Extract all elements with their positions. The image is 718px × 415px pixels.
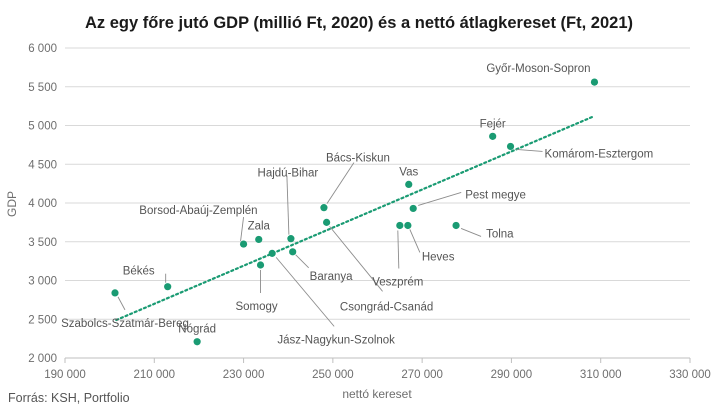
- leader-line: [295, 254, 309, 269]
- data-label: Pest megye: [465, 189, 526, 201]
- data-point: [452, 221, 460, 230]
- x-tick-label: 310 000: [580, 369, 622, 381]
- data-point: [164, 283, 172, 291]
- y-tick-label: 3 500: [28, 237, 57, 249]
- x-axis-title: nettó kereset: [342, 387, 412, 401]
- data-point: [489, 132, 497, 140]
- data-label: Zala: [248, 220, 271, 232]
- data-label: Baranya: [310, 271, 353, 283]
- x-tick-label: 210 000: [133, 369, 175, 381]
- data-label: Nógrád: [178, 324, 216, 336]
- x-tick-label: 230 000: [223, 369, 265, 381]
- leader-line: [418, 191, 462, 206]
- data-point: [323, 218, 331, 226]
- y-tick-label: 3 000: [28, 276, 57, 288]
- data-point: [320, 204, 328, 212]
- data-point: [255, 235, 263, 244]
- data-label: Bács-Kiskun: [326, 153, 390, 165]
- y-tick-label: 4 000: [28, 198, 57, 210]
- source-note: Forrás: KSH, Portfolio: [8, 391, 130, 405]
- data-point: [268, 249, 276, 257]
- data-label: Veszprém: [372, 276, 423, 288]
- data-point: [404, 221, 412, 230]
- data-point: [396, 221, 404, 230]
- data-point: [289, 248, 297, 256]
- leader-line: [326, 162, 355, 204]
- leader-line: [397, 230, 400, 269]
- data-label: Csongrád-Csanád: [340, 301, 433, 313]
- x-tick-label: 270 000: [401, 369, 443, 381]
- data-label: Békés: [123, 266, 155, 278]
- trendline: [115, 115, 596, 322]
- data-label: Komárom-Esztergom: [545, 148, 654, 160]
- x-tick-label: 250 000: [312, 369, 354, 381]
- data-label: Tolna: [486, 228, 514, 240]
- leader-line: [516, 148, 543, 152]
- leader-line: [286, 175, 290, 235]
- point-labels: Győr-Moson-Sopron Fejér Komárom-Esztergom V…: [61, 63, 653, 346]
- data-label: Fejér: [480, 118, 506, 130]
- data-label: Borsod-Abaúj-Zemplén: [139, 205, 257, 217]
- x-tick-label: 330 000: [669, 369, 711, 381]
- data-points: [111, 78, 599, 346]
- axes: [64, 357, 691, 363]
- tick-labels: 2 000 2 500 3 000 3 500 4 000 4 500 5 000 5 500…: [28, 43, 711, 381]
- leader-line: [329, 226, 383, 292]
- data-point: [256, 261, 265, 269]
- data-label: Győr-Moson-Sopron: [486, 63, 590, 75]
- y-tick-label: 5 500: [28, 82, 57, 94]
- y-tick-label: 6 000: [28, 43, 57, 55]
- leader-line: [240, 217, 245, 242]
- data-point: [287, 235, 295, 243]
- data-point: [590, 78, 599, 86]
- leader-line: [117, 296, 126, 311]
- data-label: Jász-Nagykun-Szolnok: [277, 334, 395, 346]
- chart-title: Az egy főre jutó GDP (millió Ft, 2020) é…: [85, 14, 633, 32]
- leader-line: [275, 257, 335, 327]
- data-point: [239, 240, 248, 248]
- x-tick-label: 190 000: [44, 369, 86, 381]
- data-label: Hajdú-Bihar: [258, 168, 319, 180]
- y-tick-label: 2 000: [28, 353, 57, 365]
- y-tick-label: 2 500: [28, 314, 57, 326]
- data-label: Somogy: [235, 301, 277, 313]
- grid-lines: [65, 47, 690, 320]
- trendline-line: [115, 115, 596, 322]
- y-tick-label: 4 500: [28, 159, 57, 171]
- leader-lines: [117, 148, 543, 327]
- data-point: [111, 289, 119, 297]
- data-point: [405, 180, 413, 188]
- y-tick-label: 5 000: [28, 121, 57, 133]
- data-point: [409, 204, 417, 213]
- x-tick-label: 290 000: [491, 369, 533, 381]
- y-axis-title: GDP: [5, 191, 19, 217]
- data-label: Vas: [399, 166, 418, 178]
- data-label: Heves: [422, 251, 455, 263]
- data-label: Szabolcs-Szatmár-Bereg: [61, 318, 189, 330]
- leader-line: [460, 228, 482, 237]
- leader-line: [409, 229, 421, 253]
- data-point: [193, 338, 201, 346]
- data-point: [506, 142, 515, 151]
